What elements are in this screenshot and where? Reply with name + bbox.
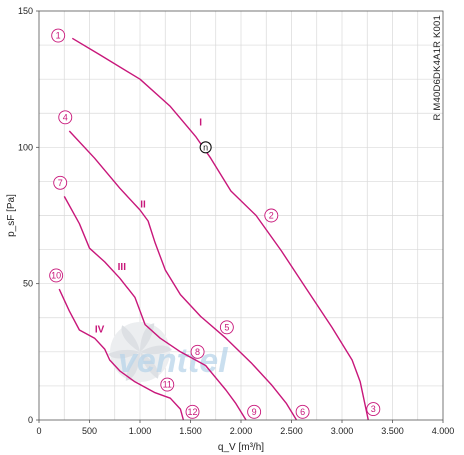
x-tick-label: 2.500 (280, 426, 303, 436)
marker-circle (366, 402, 381, 417)
watermark-fan-blade (125, 352, 141, 381)
x-tick-label: 1.500 (179, 426, 202, 436)
curve-IV (58, 288, 185, 421)
x-axis-title: q_V [m³/h] (218, 442, 264, 453)
x-tick-label: 3.500 (381, 426, 404, 436)
marker-circle (53, 175, 68, 190)
marker-label: 2 (269, 211, 274, 221)
series-label: I (199, 118, 202, 129)
curve-I (71, 37, 369, 421)
x-tick-label: 2.000 (230, 426, 253, 436)
series-label: II (140, 199, 146, 210)
marker-circle (51, 28, 66, 43)
series-label: III (118, 262, 127, 273)
operating-point-circle (199, 141, 212, 154)
marker-label: 11 (163, 380, 172, 390)
marker-circle (190, 344, 205, 359)
x-tick-label: 3.000 (331, 426, 354, 436)
operating-point-label: n (203, 142, 208, 152)
labels: R M40D6DK4A1R K001IIIIIIIV12345678910111… (49, 15, 443, 419)
watermark-fan-blade (140, 352, 159, 379)
marker-label: 1 (56, 31, 61, 41)
watermark-fan-blade (140, 345, 172, 355)
marker-circle (295, 404, 310, 419)
curves (58, 37, 369, 421)
curve-III (63, 196, 247, 421)
x-tick-label: 4.000 (432, 426, 455, 436)
y-tick-label: 100 (18, 142, 33, 152)
marker-label: 3 (371, 404, 376, 414)
marker-circle (247, 404, 262, 419)
watermark-logo: venttel (108, 322, 229, 382)
x-tick-label: 1.000 (129, 426, 152, 436)
x-tick-label: 0 (36, 426, 41, 436)
marker-label: 7 (58, 178, 63, 188)
marker-label: 5 (224, 322, 229, 332)
x-tick-label: 500 (82, 426, 97, 436)
axes: 0 500 1.000 1.500 2.000 2.500 3.000 3.500 4.000 0… (6, 6, 454, 453)
y-axis-title: p_sF [Pa] (6, 194, 17, 237)
y-tick-label: 50 (23, 279, 33, 289)
marker-label: 12 (188, 407, 198, 417)
grid (39, 11, 443, 420)
marker-circle (185, 404, 200, 419)
product-code: R M40D6DK4A1R K001 (432, 15, 443, 121)
marker-circle (264, 208, 279, 223)
marker-label: 4 (63, 112, 68, 122)
marker-circle (219, 320, 234, 335)
y-tick-label: 0 (28, 415, 33, 425)
y-tick-label: 150 (18, 6, 33, 16)
marker-label: 9 (252, 407, 257, 417)
watermark-fan-blade (121, 325, 140, 352)
marker-circle (58, 110, 73, 125)
curve-II (68, 130, 298, 421)
marker-label: 6 (300, 407, 305, 417)
watermark-text: venttel (118, 342, 229, 380)
marker-label: 10 (51, 270, 61, 280)
marker-circle (49, 268, 64, 283)
marker-circle (160, 377, 175, 392)
watermark-fan-blade (108, 349, 140, 359)
series-label: IV (95, 325, 105, 336)
marker-label: 8 (195, 347, 200, 357)
